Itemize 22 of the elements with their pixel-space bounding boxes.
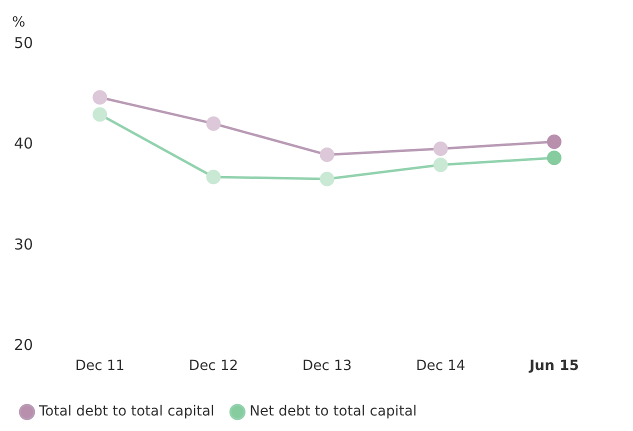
y-axis-title: % bbox=[12, 14, 26, 31]
point bbox=[92, 107, 108, 122]
y-tick-label: 30 bbox=[14, 235, 34, 254]
point bbox=[92, 90, 108, 105]
y-tick-label: 50 bbox=[14, 34, 34, 52]
x-tick-label: Dec 12 bbox=[188, 358, 238, 374]
x-tick-label: Jun 15 bbox=[528, 358, 579, 374]
point bbox=[206, 116, 221, 131]
point bbox=[546, 150, 562, 166]
x-tick-label: Dec 14 bbox=[416, 358, 466, 374]
point bbox=[546, 134, 562, 149]
x-tick-label: Dec 13 bbox=[302, 358, 352, 374]
point bbox=[320, 148, 334, 162]
point bbox=[433, 142, 448, 156]
point bbox=[320, 172, 334, 186]
legend-label: Net debt to total capital bbox=[249, 404, 417, 420]
y-tick-label: 20 bbox=[14, 336, 34, 354]
legend-label: Total debt to total capital bbox=[38, 404, 214, 420]
y-tick-label: 40 bbox=[14, 134, 34, 153]
point bbox=[206, 170, 221, 184]
point bbox=[433, 158, 448, 172]
x-tick-label: Dec 11 bbox=[75, 358, 125, 374]
